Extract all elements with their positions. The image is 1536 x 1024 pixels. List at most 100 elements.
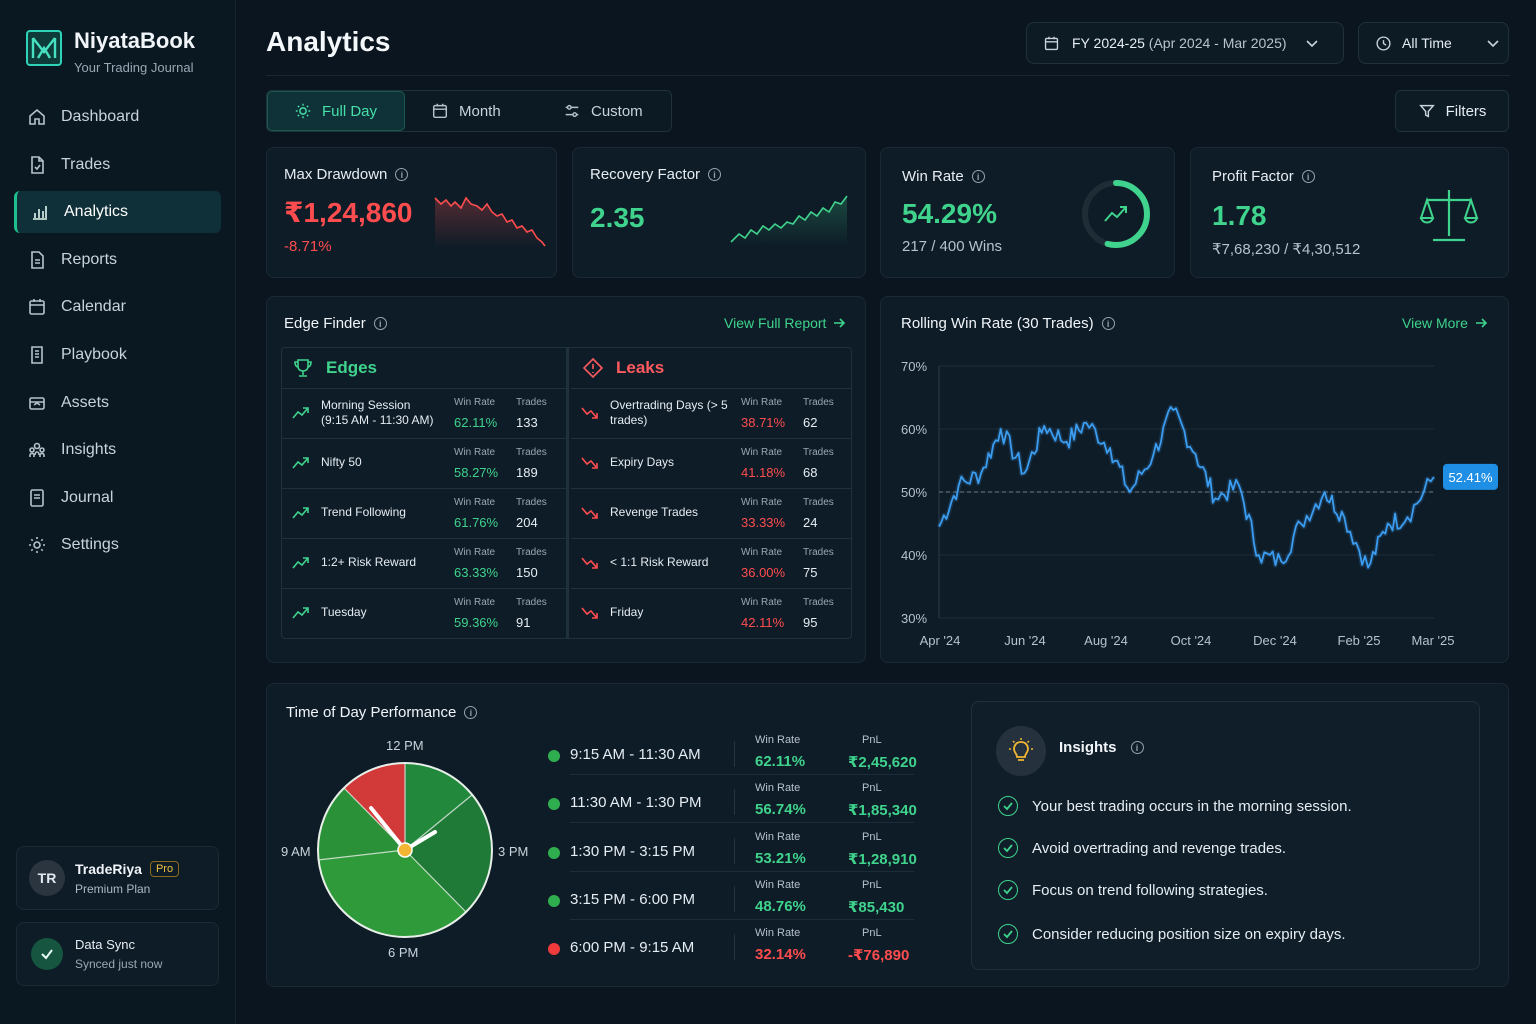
info-icon[interactable]: i <box>464 706 478 719</box>
sidebar-item-dashboard[interactable]: Dashboard <box>14 96 221 138</box>
calendar-icon <box>1044 36 1059 50</box>
edge-finder-title: Edge Finder <box>284 315 366 332</box>
edge-row[interactable]: Morning Session (9:15 AM - 11:30 AM) Win R… <box>282 388 566 438</box>
sidebar-item-analytics[interactable]: Analytics <box>14 191 221 234</box>
win-rate-value: 48.76% <box>755 898 806 915</box>
info-icon[interactable]: i <box>395 168 409 181</box>
info-icon[interactable]: i <box>708 168 722 181</box>
view-full-report-link[interactable]: View Full Report <box>724 315 846 331</box>
check-circle-icon <box>998 838 1018 858</box>
sidebar: NiyataBook Your Trading Journal Dashboar… <box>0 0 236 1024</box>
kpi-profit-factor[interactable]: Profit Factor i 1.78 ₹7,68,230 / ₹4,30,51… <box>1190 147 1509 278</box>
y-tick-label: 30% <box>901 611 927 626</box>
win-rate-label: Win Rate <box>454 447 496 458</box>
pnl-value: ₹85,430 <box>848 899 905 916</box>
edge-row[interactable]: Nifty 50 Win Rate 58.27% Trades 189 <box>282 438 566 488</box>
fy-range: (Apr 2024 - Mar 2025) <box>1148 35 1287 51</box>
kpi-change: -8.71% <box>284 238 332 255</box>
check-circle-icon <box>998 924 1018 944</box>
pnl-label: PnL <box>862 734 882 746</box>
pnl-value: ₹1,28,910 <box>848 851 917 868</box>
pnl-label: PnL <box>862 831 882 843</box>
chevron-down-icon <box>1487 40 1499 48</box>
wallet-icon <box>29 396 45 410</box>
link-label: View More <box>1402 315 1468 331</box>
row-divider <box>570 919 914 920</box>
filters-label: Filters <box>1445 102 1487 120</box>
time-range: 9:15 AM - 11:30 AM <box>570 746 701 763</box>
time-range: 1:30 PM - 3:15 PM <box>570 843 696 860</box>
row-name: Overtrading Days (> 5 trades) <box>610 398 728 427</box>
row-trades: 75 <box>803 565 818 580</box>
info-icon[interactable]: i <box>1301 170 1315 183</box>
rolling-title: Rolling Win Rate (30 Trades) <box>901 315 1094 332</box>
clock-segment <box>405 763 472 850</box>
current-value-badge <box>1443 463 1498 490</box>
kpi-value: 1.78 <box>1212 200 1267 231</box>
edge-row[interactable]: 1:2+ Risk Reward Win Rate 63.33% Trades 150 <box>282 538 566 588</box>
user-card[interactable]: TR TradeRiya Pro Premium Plan <box>16 846 219 910</box>
view-more-link[interactable]: View More <box>1402 315 1488 331</box>
sidebar-item-calendar[interactable]: Calendar <box>14 286 221 328</box>
sidebar-item-label: Insights <box>61 441 117 459</box>
edge-row[interactable]: Tuesday Win Rate 59.36% Trades 91 <box>282 588 566 638</box>
time-of-day-row[interactable]: 3:15 PM - 6:00 PM Win Rate 48.76% PnL ₹85,43… <box>548 874 918 922</box>
win-rate-label: Win Rate <box>741 597 783 608</box>
sidebar-item-playbook[interactable]: Playbook <box>14 334 221 376</box>
row-name: Tuesday <box>321 605 367 619</box>
leak-row[interactable]: < 1:1 Risk Reward Win Rate 36.00% Trades 75 <box>571 538 851 588</box>
trend-down-icon <box>581 607 598 619</box>
fiscal-year-dropdown[interactable]: FY 2024-25 (Apr 2024 - Mar 2025) <box>1026 22 1344 64</box>
win-rate-label: Win Rate <box>755 782 801 794</box>
check-circle-icon <box>998 880 1018 900</box>
y-tick-label: 50% <box>901 485 927 500</box>
info-icon[interactable]: i <box>1101 317 1115 330</box>
info-icon[interactable]: i <box>1130 741 1144 754</box>
pnl-value: ₹2,45,620 <box>848 754 917 771</box>
leak-row[interactable]: Overtrading Days (> 5 trades) Win Rate 38.7… <box>571 388 851 438</box>
kpi-max-drawdown[interactable]: Max Drawdown i ₹1,24,860 -8.71% <box>266 147 557 278</box>
trend-down-icon <box>581 557 598 569</box>
tab-month[interactable]: Month <box>405 91 537 131</box>
sidebar-item-insights[interactable]: Insights <box>14 429 221 471</box>
time-of-day-row[interactable]: 11:30 AM - 1:30 PM Win Rate 56.74% PnL ₹1,85… <box>548 777 918 825</box>
clock-label-left: 9 AM <box>281 844 311 859</box>
filters-button[interactable]: Filters <box>1395 90 1509 132</box>
sidebar-item-settings[interactable]: Settings <box>14 524 221 566</box>
info-icon[interactable]: i <box>971 170 985 183</box>
sidebar-item-label: Reports <box>61 250 118 268</box>
period-dropdown[interactable]: All Time <box>1358 22 1509 64</box>
x-tick-label: Oct '24 <box>1171 633 1212 648</box>
time-of-day-row[interactable]: 6:00 PM - 9:15 AM Win Rate 32.14% PnL -₹76,8… <box>548 922 918 970</box>
brand[interactable]: NiyataBook Your Trading Journal <box>26 28 195 75</box>
leak-row[interactable]: Revenge Trades Win Rate 33.33% Trades 24 <box>571 488 851 538</box>
status-dot <box>548 847 560 859</box>
kpi-recovery-factor[interactable]: Recovery Factor i 2.35 <box>572 147 866 278</box>
edge-row[interactable]: Trend Following Win Rate 61.76% Trades 204 <box>282 488 566 538</box>
link-label: View Full Report <box>724 315 827 331</box>
drawdown-sparkline <box>434 196 546 248</box>
sidebar-item-assets[interactable]: Assets <box>14 382 221 424</box>
win-rate-label: Win Rate <box>755 734 801 746</box>
row-name: 1:2+ Risk Reward <box>321 555 417 569</box>
leak-row[interactable]: Friday Win Rate 42.11% Trades 95 <box>571 588 851 638</box>
sync-card[interactable]: Data Sync Synced just now <box>16 922 219 986</box>
book-icon <box>31 346 43 364</box>
insights-title: Insights <box>1059 739 1117 756</box>
time-of-day-row[interactable]: 1:30 PM - 3:15 PM Win Rate 53.21% PnL ₹1,28,… <box>548 826 918 874</box>
trend-down-icon <box>581 407 598 419</box>
tab-custom[interactable]: Custom <box>537 91 671 131</box>
sidebar-item-trades[interactable]: Trades <box>14 144 221 186</box>
x-tick-label: Feb '25 <box>1338 633 1381 648</box>
info-icon[interactable]: i <box>373 317 387 330</box>
time-of-day-row[interactable]: 9:15 AM - 11:30 AM Win Rate 62.11% PnL ₹2,45… <box>548 729 918 777</box>
tab-label: Full Day <box>322 102 378 120</box>
sidebar-item-journal[interactable]: Journal <box>14 477 221 519</box>
kpi-label: Profit Factor <box>1212 168 1294 185</box>
kpi-wins: 217 / 400 Wins <box>902 238 1003 255</box>
kpi-win-rate[interactable]: Win Rate i 54.29% 217 / 400 Wins <box>880 147 1175 278</box>
sidebar-item-reports[interactable]: Reports <box>14 239 221 281</box>
tab-full-day[interactable]: Full Day <box>267 91 405 131</box>
leak-row[interactable]: Expiry Days Win Rate 41.18% Trades 68 <box>571 438 851 488</box>
clock-label-top: 12 PM <box>386 738 424 753</box>
